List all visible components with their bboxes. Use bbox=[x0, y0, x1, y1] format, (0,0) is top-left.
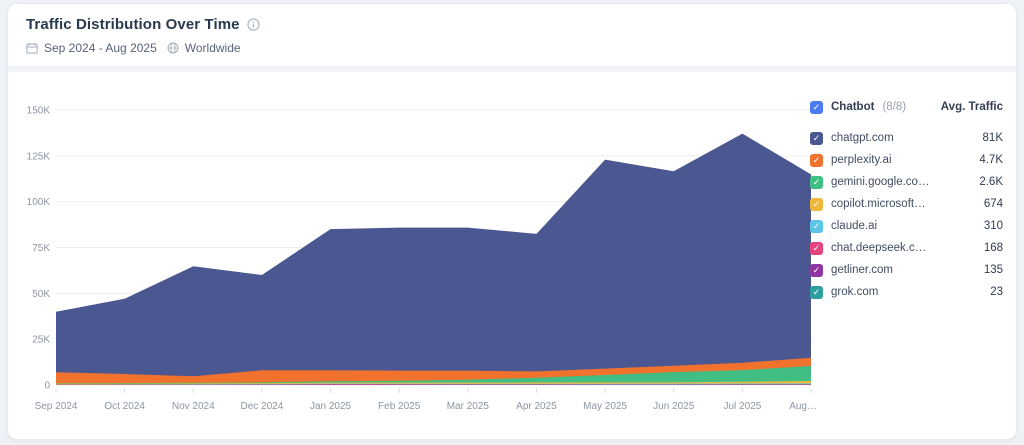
x-axis-label: Sep 2024 bbox=[35, 401, 78, 412]
series-checkbox-chatgpt[interactable]: ✓ bbox=[810, 131, 823, 145]
legend-label: claude.ai bbox=[831, 220, 878, 232]
area-series-gemini[interactable] bbox=[56, 366, 811, 385]
legend-row-copilot[interactable]: ✓ copilot.microsoft… 674 bbox=[810, 193, 1003, 215]
series-checkbox-getliner[interactable]: ✓ bbox=[810, 263, 823, 277]
y-axis-tick-label: 150K bbox=[27, 106, 51, 117]
legend-group-count: (8/8) bbox=[882, 101, 907, 113]
legend-label: gemini.google.co… bbox=[831, 176, 930, 188]
legend-row-deepseek[interactable]: ✓ chat.deepseek.c… 168 bbox=[810, 237, 1003, 259]
chart-legend: ✓ Chatbot (8/8) Avg. Traffic ✓ chatgpt.co… bbox=[810, 99, 1003, 303]
chart-content: 0 25K 50K 75K 100K 125K 150K Sep 2024 Oct 2024 No… bbox=[8, 72, 1016, 439]
header-divider bbox=[8, 66, 1016, 72]
globe-icon bbox=[167, 42, 179, 54]
legend-value: 310 bbox=[983, 220, 1003, 232]
series-checkbox-deepseek[interactable]: ✓ bbox=[810, 241, 823, 255]
legend-value: 168 bbox=[983, 242, 1003, 254]
y-axis-tick-label: 50K bbox=[32, 289, 50, 300]
x-axis-label: Jul 2025 bbox=[723, 401, 761, 412]
x-axis-label: Mar 2025 bbox=[447, 401, 490, 412]
card-header: Traffic Distribution Over Time Sep 2024 … bbox=[8, 4, 1016, 66]
calendar-icon bbox=[26, 42, 38, 54]
legend-label: getliner.com bbox=[831, 264, 894, 276]
legend-row-chatgpt[interactable]: ✓ chatgpt.com 81K bbox=[810, 127, 1003, 149]
legend-value-column-header: Avg. Traffic bbox=[940, 101, 1003, 113]
series-checkbox-perplexity[interactable]: ✓ bbox=[810, 153, 823, 167]
x-axis-label: Jun 2025 bbox=[653, 401, 695, 412]
legend-value: 23 bbox=[990, 286, 1003, 298]
region-label: Worldwide bbox=[184, 41, 241, 55]
legend-group-label: Chatbot bbox=[831, 101, 875, 113]
master-checkbox[interactable]: ✓ bbox=[810, 100, 823, 114]
x-axis-label: May 2025 bbox=[583, 401, 627, 412]
traffic-distribution-card: Traffic Distribution Over Time Sep 2024 … bbox=[7, 3, 1017, 440]
y-axis-tick-label: 125K bbox=[27, 151, 51, 162]
legend-label: chat.deepseek.c… bbox=[831, 242, 927, 254]
y-axis-tick-label: 100K bbox=[27, 197, 51, 208]
legend-value: 81K bbox=[982, 132, 1003, 144]
area-series-chatgpt[interactable] bbox=[56, 133, 811, 385]
legend-row-perplexity[interactable]: ✓ perplexity.ai 4.7K bbox=[810, 149, 1003, 171]
x-axis-label: Dec 2024 bbox=[241, 401, 284, 412]
x-axis-label: Aug… bbox=[789, 401, 817, 412]
info-icon[interactable] bbox=[246, 18, 260, 31]
legend-row-grok[interactable]: ✓ grok.com 23 bbox=[810, 281, 1003, 303]
series-checkbox-gemini[interactable]: ✓ bbox=[810, 175, 823, 189]
traffic-area-chart: 0 25K 50K 75K 100K 125K 150K Sep 2024 Oct 2024 No… bbox=[27, 106, 817, 413]
legend-label: perplexity.ai bbox=[831, 154, 892, 166]
legend-row-claude[interactable]: ✓ claude.ai 310 bbox=[810, 215, 1003, 237]
x-axis-label: Oct 2024 bbox=[104, 401, 145, 412]
legend-value: 4.7K bbox=[979, 154, 1003, 166]
y-axis-tick-label: 0 bbox=[44, 381, 50, 392]
legend-value: 135 bbox=[983, 264, 1003, 276]
x-axis-label: Apr 2025 bbox=[516, 401, 557, 412]
page-title: Traffic Distribution Over Time bbox=[26, 16, 240, 33]
y-axis-tick-label: 25K bbox=[32, 335, 50, 346]
legend-value: 674 bbox=[983, 198, 1003, 210]
legend-label: grok.com bbox=[831, 286, 879, 298]
legend-value: 2.6K bbox=[979, 176, 1003, 188]
series-checkbox-copilot[interactable]: ✓ bbox=[810, 197, 823, 211]
x-axis-label: Nov 2024 bbox=[172, 401, 215, 412]
y-axis-tick-label: 75K bbox=[32, 243, 50, 254]
legend-header: ✓ Chatbot (8/8) Avg. Traffic bbox=[810, 99, 1003, 115]
legend-row-getliner[interactable]: ✓ getliner.com 135 bbox=[810, 259, 1003, 281]
date-range: Sep 2024 - Aug 2025 bbox=[44, 41, 157, 55]
legend-label: copilot.microsoft… bbox=[831, 198, 926, 210]
series-checkbox-claude[interactable]: ✓ bbox=[810, 219, 823, 233]
series-checkbox-grok[interactable]: ✓ bbox=[810, 285, 823, 299]
x-axis-label: Feb 2025 bbox=[378, 401, 421, 412]
x-axis-label: Jan 2025 bbox=[310, 401, 352, 412]
legend-label: chatgpt.com bbox=[831, 132, 894, 144]
legend-row-gemini[interactable]: ✓ gemini.google.co… 2.6K bbox=[810, 171, 1003, 193]
